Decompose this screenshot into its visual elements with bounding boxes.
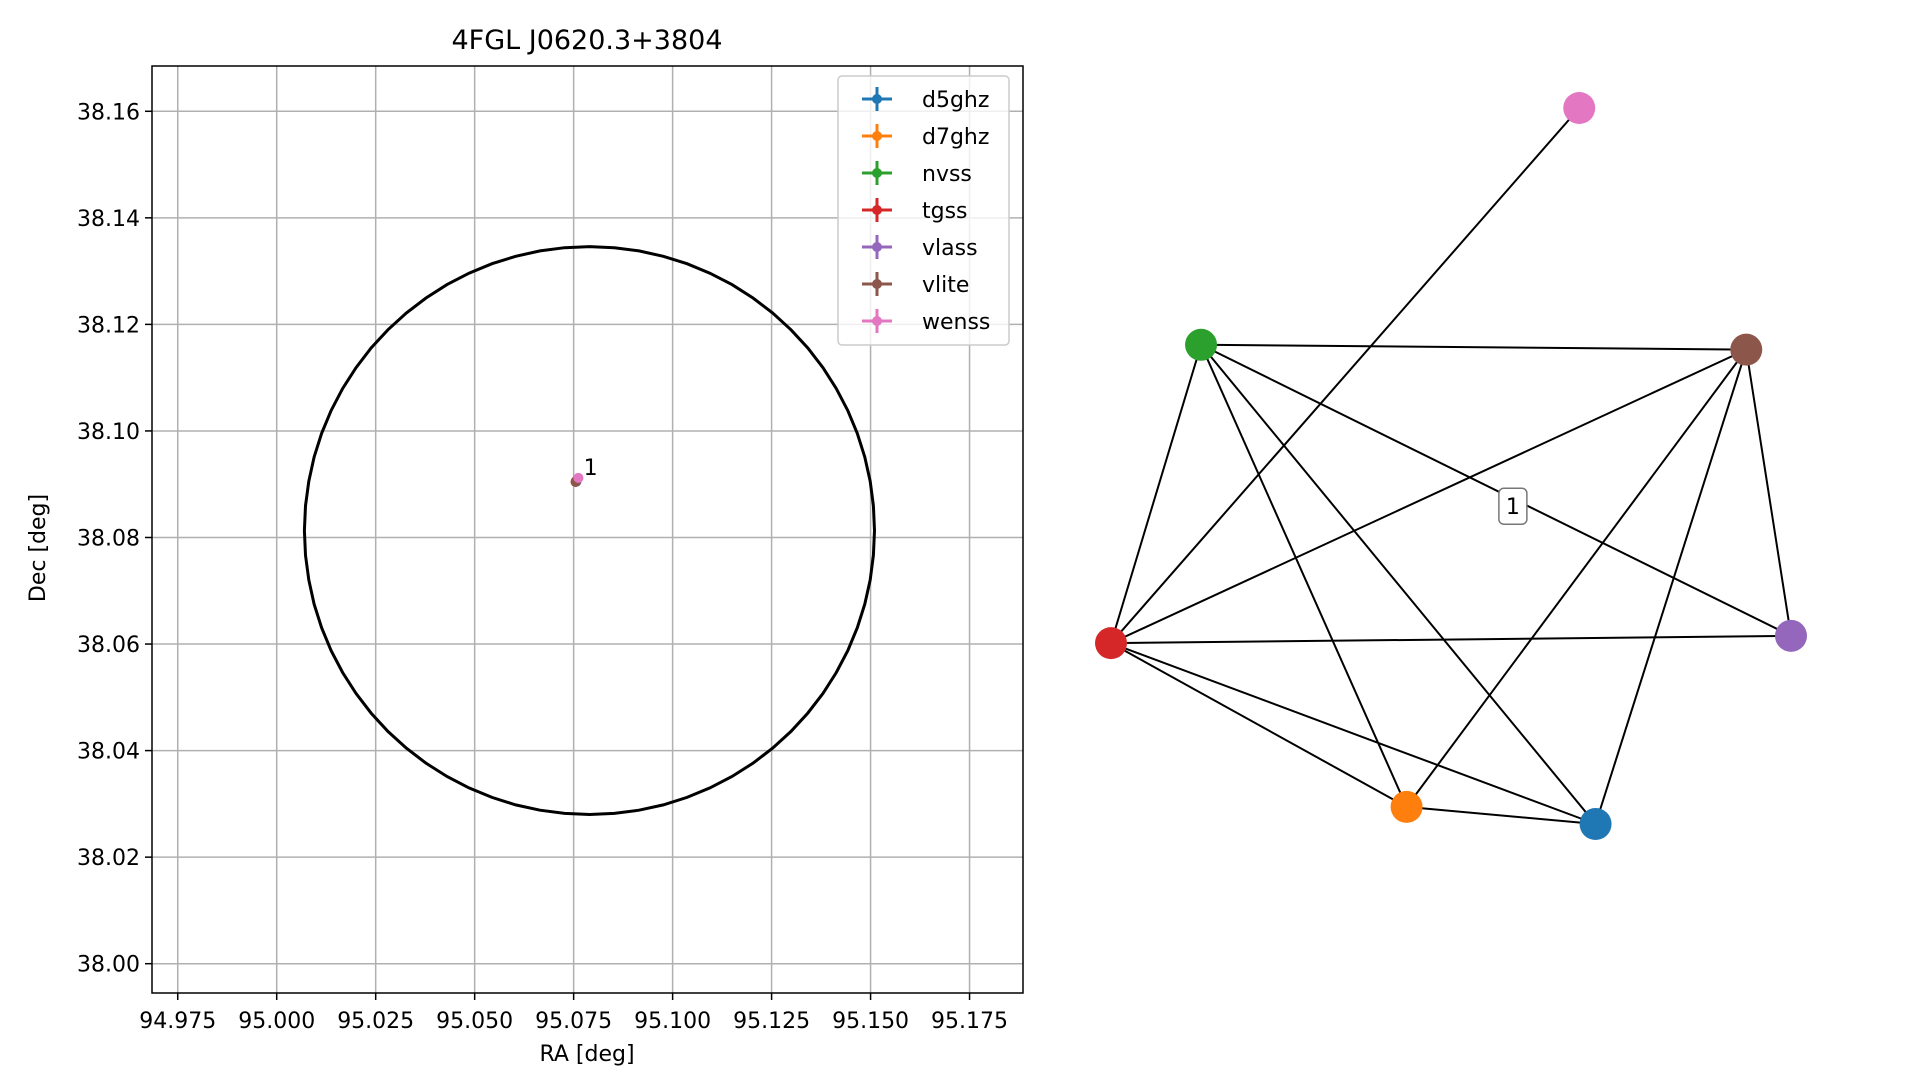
legend-label: d5ghz <box>922 88 989 113</box>
node-vlass <box>1775 619 1807 652</box>
edge-d5ghz-vlite <box>1594 349 1748 825</box>
edge-tgss-d5ghz <box>1110 642 1596 825</box>
x-tick-label: 95.025 <box>337 1009 414 1034</box>
legend-item-tgss: tgss <box>862 198 968 224</box>
node-tgss <box>1095 627 1127 660</box>
edge-d7ghz-d5ghz <box>1406 805 1596 825</box>
x-tick-label: 95.125 <box>733 1009 810 1034</box>
point-wenss <box>573 472 584 483</box>
y-tick-label: 38.00 <box>77 953 140 978</box>
legend-marker-dot <box>872 279 882 289</box>
node-d7ghz <box>1390 790 1423 823</box>
node-vlite <box>1730 333 1763 366</box>
legend-label: wenss <box>922 310 990 335</box>
edge-label: 1 <box>1498 487 1528 525</box>
node-nvss <box>1185 328 1218 361</box>
edge-tgss-d7ghz <box>1110 642 1408 808</box>
grid-lines <box>152 66 1023 993</box>
plot-frame <box>151 65 1024 994</box>
y-axis-label: Dec [deg] <box>26 494 51 602</box>
y-tick-label: 38.10 <box>77 420 140 445</box>
x-axis-label: RA [deg] <box>539 1042 634 1067</box>
legend-item-d7ghz: d7ghz <box>862 124 989 150</box>
legend-marker-dot <box>872 168 882 178</box>
legend-label: tgss <box>922 199 968 224</box>
node-wenss <box>1563 92 1596 124</box>
source-points <box>570 472 584 488</box>
edge-label-text: 1 <box>1506 495 1520 520</box>
edge-nvss-d5ghz <box>1200 344 1597 825</box>
legend-marker-dot <box>872 94 882 104</box>
legend-label: nvss <box>922 162 972 187</box>
legend: d5ghz d7ghz nvss tgss vlass vlite wenss <box>837 75 1010 346</box>
legend-item-wenss: wenss <box>862 309 990 335</box>
legend-marker-dot <box>872 131 882 141</box>
edge-label-box <box>1498 487 1528 525</box>
legend-frame <box>837 75 1010 346</box>
legend-item-vlass: vlass <box>862 235 978 261</box>
legend-marker-dot <box>872 205 882 215</box>
x-tick-label: 95.000 <box>238 1009 315 1034</box>
edge-vlite-vlass <box>1745 349 1792 636</box>
y-tick-label: 38.12 <box>77 313 140 338</box>
network-nodes <box>1095 92 1807 840</box>
y-tick-label: 38.06 <box>77 633 140 658</box>
x-tick-label: 95.075 <box>535 1009 612 1034</box>
edge-tgss-wenss <box>1110 107 1581 644</box>
legend-label: d7ghz <box>922 125 989 150</box>
edge-tgss-vlite <box>1110 348 1747 645</box>
legend-item-vlite: vlite <box>862 272 969 298</box>
y-axis-ticks: 38.00 38.02 38.04 38.06 38.08 38.10 38.12 38.14… <box>77 100 152 978</box>
edge-nvss-vlite <box>1201 343 1747 351</box>
plot-title: 4FGL J0620.3+3804 <box>451 25 722 56</box>
edge-nvss-tgss <box>1110 344 1202 644</box>
x-tick-label: 95.175 <box>931 1009 1008 1034</box>
legend-marker-dot <box>872 316 882 326</box>
network-edges <box>1110 107 1792 825</box>
edge-tgss-vlass <box>1110 634 1792 645</box>
y-tick-label: 38.02 <box>77 846 140 871</box>
y-tick-label: 38.14 <box>77 207 140 232</box>
point-annotation: 1 <box>584 456 598 481</box>
y-tick-label: 38.08 <box>77 526 140 551</box>
x-tick-label: 95.050 <box>436 1009 513 1034</box>
legend-item-d5ghz: d5ghz <box>862 87 989 113</box>
source-network-graph: 1 <box>1095 92 1807 840</box>
legend-item-nvss: nvss <box>862 161 972 187</box>
edge-nvss-vlass <box>1200 343 1792 637</box>
legend-label: vlite <box>922 273 969 298</box>
x-tick-label: 94.975 <box>139 1009 216 1034</box>
localization-circle <box>302 245 877 817</box>
legend-label: vlass <box>922 236 978 261</box>
sky-position-plot: 4FGL J0620.3+3804 94.975 95.000 95.025 95.0… <box>26 25 1024 1067</box>
y-tick-label: 38.16 <box>77 100 140 125</box>
x-axis-ticks: 94.975 95.000 95.025 95.050 95.075 95.100 95.1… <box>139 993 1008 1034</box>
x-tick-label: 95.150 <box>832 1009 909 1034</box>
edge-nvss-d7ghz <box>1200 344 1408 808</box>
legend-marker-dot <box>872 242 882 252</box>
node-d5ghz <box>1579 808 1612 840</box>
y-tick-label: 38.04 <box>77 740 140 765</box>
x-tick-label: 95.100 <box>634 1009 711 1034</box>
edge-d7ghz-vlite <box>1405 349 1748 808</box>
